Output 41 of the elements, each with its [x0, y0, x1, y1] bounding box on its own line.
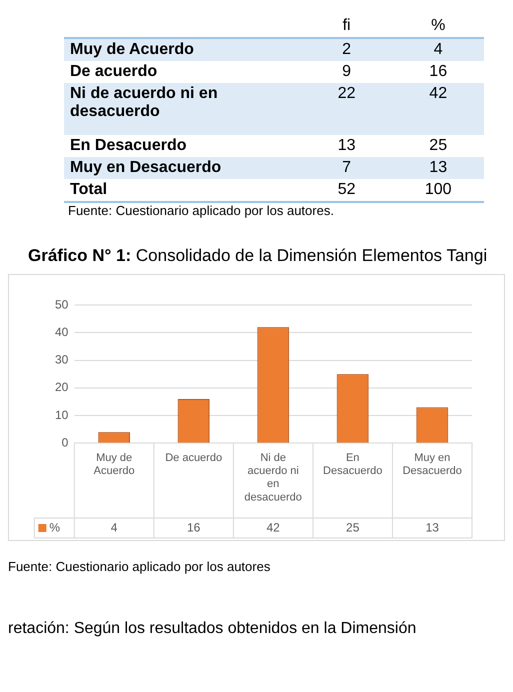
data-label: 13: [300, 135, 392, 157]
data-label: 2: [300, 38, 392, 61]
y-tick-label: 0: [62, 436, 69, 450]
source-note: Fuente: Cuestionario aplicado por los autores: [8, 559, 272, 574]
data-label: 42: [392, 83, 484, 135]
data-label: 7: [300, 157, 392, 179]
text: retación: Según los resultados obtenidos en la Dimensión: [8, 620, 418, 638]
category-label: Muy en Desacuerdo: [64, 157, 301, 179]
data-label: 4: [110, 520, 118, 534]
data-label: 9: [300, 61, 392, 83]
x-tick-label: Muy en Desacuerdo: [402, 452, 462, 478]
data-label: 16: [186, 520, 201, 534]
data-label: 42: [266, 520, 280, 534]
legend-label: %: [49, 520, 60, 534]
y-tick-label: 50: [54, 297, 69, 312]
x-tick-label: En Desacuerdo: [323, 452, 382, 478]
category-label: En Desacuerdo: [64, 135, 301, 157]
data-label: 100: [392, 179, 484, 202]
data-label: 25: [392, 135, 484, 157]
data-label: 4: [392, 38, 484, 61]
y-tick-label: 20: [54, 380, 69, 394]
source-note: Fuente: Cuestionario aplicado por los autores.: [68, 203, 335, 218]
chart-title: Gráfico N° 1: Consolidado de la Dimensión Elementos Tangi: [28, 246, 488, 266]
series-label: %: [392, 16, 484, 38]
category-label: De acuerdo: [64, 61, 301, 83]
category-label: Muy de Acuerdo: [64, 38, 301, 61]
data-label: 22: [300, 83, 392, 135]
y-tick-label: 30: [54, 352, 69, 367]
series-label: fi: [300, 16, 392, 38]
category-label: Ni de acuerdo ni en desacuerdo: [64, 83, 301, 135]
data-label: 25: [346, 520, 360, 534]
data-label: 52: [300, 179, 392, 202]
y-tick-label: 40: [54, 324, 69, 339]
data-label: 16: [392, 61, 484, 83]
data-label: 13: [392, 157, 484, 179]
data-label: 13: [426, 520, 440, 534]
x-tick-label: Ni de acuerdo ni en desacuerdo: [244, 452, 302, 504]
category-label: Total: [64, 179, 301, 202]
y-tick-label: 10: [54, 408, 69, 422]
x-tick-label: De acuerdo: [165, 452, 222, 464]
x-tick-label: Muy de Acuerdo: [94, 452, 135, 478]
